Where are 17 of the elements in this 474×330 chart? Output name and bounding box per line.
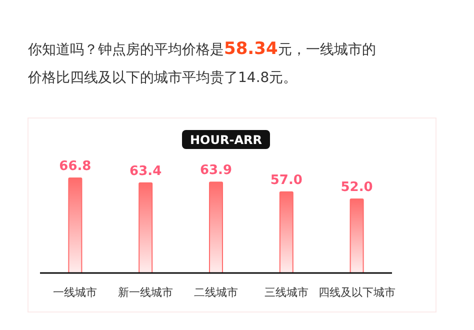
x-tick-label: 一线城市: [53, 286, 98, 299]
data-label: 66.8: [59, 159, 92, 174]
x-tick-label: 二线城市: [194, 286, 238, 299]
bar: [279, 191, 294, 274]
bar: [209, 182, 223, 274]
bar: [138, 182, 153, 274]
data-label: 52.0: [340, 180, 373, 196]
data-label: 57.0: [270, 172, 302, 188]
text: 你知道吗？钟点房的平均价格是58.34元，一线城市的价格比四线及以下的城市平均贵了14.8元。: [27, 39, 376, 86]
x-tick-label: 四线及以下城市: [318, 286, 396, 299]
data-label: 63.4: [130, 164, 162, 179]
bar: [350, 198, 364, 274]
x-tick-label: 新一线城市: [118, 286, 174, 299]
bar: [68, 178, 82, 274]
chart-title: HOUR-ARR: [190, 133, 262, 147]
data-label: 63.9: [200, 163, 232, 178]
x-tick-label: 三线城市: [264, 286, 308, 299]
